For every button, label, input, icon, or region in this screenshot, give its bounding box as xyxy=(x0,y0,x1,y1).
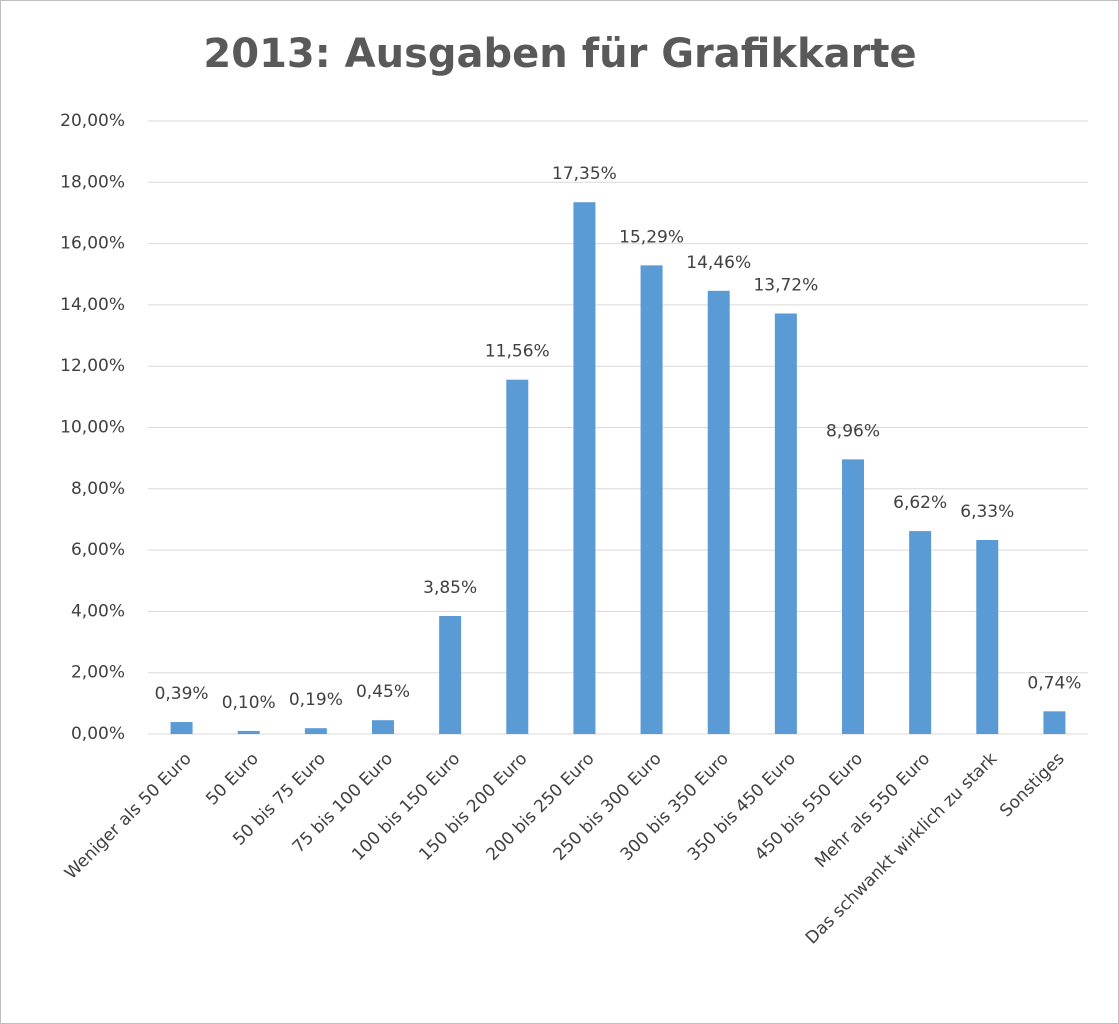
bar xyxy=(1043,711,1066,734)
bar xyxy=(707,290,730,734)
bar xyxy=(909,531,932,734)
data-label: 0,45% xyxy=(356,682,410,702)
y-tick-label: 6,00% xyxy=(71,540,125,560)
y-tick-label: 18,00% xyxy=(60,172,125,192)
bar xyxy=(976,539,999,734)
y-tick-label: 4,00% xyxy=(71,601,125,621)
bar xyxy=(170,722,193,734)
data-label: 14,46% xyxy=(686,253,751,273)
y-tick-label: 8,00% xyxy=(71,479,125,499)
y-tick-label: 20,00% xyxy=(60,111,125,131)
bar xyxy=(372,720,394,734)
data-label: 0,19% xyxy=(289,690,343,710)
bar xyxy=(842,459,864,734)
data-label: 6,62% xyxy=(893,493,947,513)
y-tick-label: 12,00% xyxy=(60,356,125,376)
data-label: 13,72% xyxy=(753,275,818,295)
y-tick-label: 14,00% xyxy=(60,295,125,315)
bar xyxy=(237,730,260,734)
data-label: 17,35% xyxy=(552,164,617,184)
y-tick-label: 2,00% xyxy=(71,663,125,683)
bar xyxy=(506,379,529,734)
y-tick-label: 0,00% xyxy=(71,724,125,744)
bar xyxy=(439,615,462,734)
data-label: 0,74% xyxy=(1027,673,1081,693)
data-label: 0,39% xyxy=(155,684,209,704)
bar xyxy=(573,202,596,734)
chart-title: 2013: Ausgaben für Grafikkarte xyxy=(203,31,916,77)
data-label: 8,96% xyxy=(826,421,880,441)
bar xyxy=(640,265,663,734)
y-tick-label: 10,00% xyxy=(60,418,125,438)
y-tick-label: 16,00% xyxy=(60,234,125,254)
bar xyxy=(774,313,797,734)
data-label: 15,29% xyxy=(619,227,684,247)
data-label: 3,85% xyxy=(423,578,477,598)
data-label: 0,10% xyxy=(222,693,276,713)
data-label: 11,56% xyxy=(485,342,550,362)
data-label: 6,33% xyxy=(960,502,1014,522)
bar xyxy=(304,728,327,734)
